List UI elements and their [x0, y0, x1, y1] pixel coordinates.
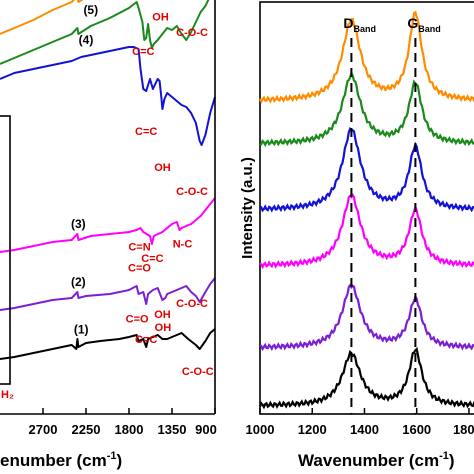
- raman-series-6: [259, 10, 474, 105]
- left-tick-label: 2250: [72, 422, 101, 437]
- ftir-series-5: [0, 0, 210, 65]
- right-tick-label: 1600: [402, 422, 431, 437]
- left-tick-label: 900: [195, 422, 217, 437]
- ftir-peak-annotation: C=C: [141, 253, 163, 265]
- ftir-peak-annotation: C=C: [132, 46, 154, 58]
- highlight-box: [0, 115, 11, 385]
- left-x-axis-title: enumber (cm-1): [0, 450, 122, 470]
- ftir-sample-label: (1): [74, 323, 89, 337]
- ftir-peak-annotation: C=N: [128, 242, 150, 254]
- ftir-series-3: [0, 197, 216, 253]
- ftir-sample-label: (3): [71, 217, 86, 231]
- ftir-sample-label: (5): [83, 3, 98, 17]
- ftir-peak-annotation: C=O: [128, 263, 151, 275]
- ftir-series-4: [0, 46, 216, 146]
- ftir-peak-annotation: OH: [154, 162, 171, 174]
- ftir-series-1: [0, 328, 216, 360]
- ftir-peak-annotation: C=C: [135, 334, 157, 346]
- left-tick-label: 1350: [158, 422, 187, 437]
- right-tick-label: 1200: [298, 422, 327, 437]
- ftir-peak-annotation: OH: [154, 309, 171, 321]
- left-annotations-group: C=OC=COHC-O-CC=OOHC-O-CC=NC=CN-CC=COHC-O…: [126, 11, 214, 378]
- right-tick-label: 180: [453, 422, 474, 437]
- ftir-peak-annotation: C-O-C: [176, 298, 208, 310]
- ftir-peak-annotation: C-O-C: [176, 186, 208, 198]
- raman-series-3: [259, 193, 474, 270]
- ftir-peak-annotation: OH: [155, 322, 172, 334]
- raman-series-1: [258, 346, 474, 410]
- right-tick-label: 1400: [350, 422, 379, 437]
- left-panel: C=OC=COHC-O-CC=OOHC-O-CC=NC=CN-CC=COHC-O…: [0, 0, 217, 470]
- left-x-ticks: 2700 2250 1800 1350 900: [29, 408, 217, 437]
- left-sample-labels: (1)(2)(3)(4)(5)(6): [71, 3, 98, 337]
- ftir-sample-label: (4): [79, 33, 94, 47]
- box-label: H₂: [1, 389, 14, 401]
- left-series-group: [0, 0, 216, 360]
- right-x-ticks: 1000 1200 1400 1600 180: [246, 408, 474, 437]
- right-series-group: [258, 10, 474, 410]
- right-panel: DBand GBand 1000 1200 1400 1600 180 Intensity…: [239, 1, 474, 470]
- ftir-peak-annotation: OH: [152, 11, 169, 23]
- raman-series-4: [259, 126, 474, 213]
- right-x-axis-title: Wavenumber (cm-1): [298, 450, 455, 470]
- ftir-peak-annotation: C=C: [135, 126, 157, 138]
- ftir-series-2: [0, 277, 216, 311]
- right-tick-label: 1000: [246, 422, 275, 437]
- ftir-peak-annotation: C=O: [126, 314, 149, 326]
- right-plot-frame: [259, 1, 474, 415]
- ftir-sample-label: (2): [71, 275, 86, 289]
- right-y-axis-title: Intensity (a.u.): [239, 157, 256, 259]
- band-label-D: DBand: [343, 15, 376, 34]
- ftir-peak-annotation: N-C: [173, 239, 193, 251]
- right-band-lines: DBand GBand: [343, 15, 441, 414]
- raman-series-2: [259, 283, 474, 352]
- band-label-G: GBand: [407, 15, 440, 34]
- left-tick-label: 1800: [115, 422, 144, 437]
- ftir-peak-annotation: C-O-C: [176, 27, 208, 39]
- left-tick-label: 2700: [29, 422, 58, 437]
- raman-series-5: [259, 70, 474, 148]
- ftir-peak-annotation: C-O-C: [182, 366, 214, 378]
